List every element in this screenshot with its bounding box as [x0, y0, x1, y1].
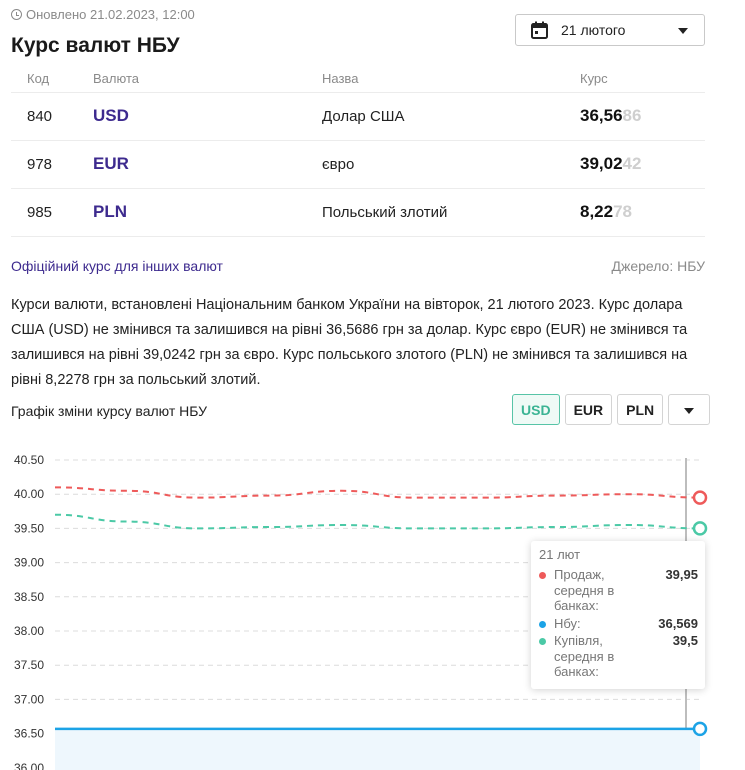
updated-timestamp: Оновлено 21.02.2023, 12:00: [11, 7, 195, 22]
rate-chart: 40.50 40.00 39.50 39.00 38.50 38.00 37.50 37.00…: [14, 453, 708, 770]
chart-tooltip: 21 лют Продаж, середня в банках: 39,95 Н…: [531, 541, 705, 689]
series-end-marker: [692, 490, 708, 505]
y-tick-label: 39.00: [14, 556, 44, 570]
y-tick-label: 37.00: [14, 692, 44, 706]
tooltip-date: 21 лют: [539, 547, 581, 562]
column-header-rate: Курс: [580, 66, 705, 93]
y-tick-label: 40.50: [14, 453, 44, 467]
source-label: Джерело: НБУ: [611, 258, 705, 274]
series-end-marker: [692, 521, 708, 536]
column-header-currency: Валюта: [93, 66, 322, 93]
table-row: 985 PLN Польський злотий 8,2278: [11, 188, 705, 237]
date-picker[interactable]: 21 лютого: [515, 14, 705, 46]
y-tick-label: 39.50: [14, 521, 44, 535]
table-header: Код Валюта Назва Курс: [11, 66, 705, 93]
rate-value: 39,0242: [580, 140, 705, 189]
y-tick-label: 36.00: [14, 761, 44, 770]
rates-description: Курси валюти, встановлені Національним б…: [11, 297, 688, 388]
currency-name: євро: [322, 140, 580, 189]
y-tick-label: 36.50: [14, 727, 44, 741]
currency-code: 978: [11, 140, 93, 189]
y-tick-label: 38.50: [14, 590, 44, 604]
legend-dot: [539, 638, 546, 645]
rate-tail: 78: [613, 202, 633, 221]
other-currencies-link[interactable]: Офіційний курс для інших валют: [11, 258, 223, 274]
tooltip-label: Купівля, середня в банках:: [554, 633, 615, 679]
page-title: Курс валют НБУ: [11, 34, 180, 57]
tooltip-value: 39,5: [672, 633, 698, 648]
series-line: [54, 513, 701, 530]
rate-main: 36,56: [580, 106, 623, 125]
series-end-marker: [692, 721, 708, 737]
currency-button-eur[interactable]: EUR: [564, 394, 613, 425]
tooltip-row: Купівля, середня в банках: 39,5: [539, 633, 698, 680]
date-label: 21 лютого: [561, 22, 626, 38]
currency-link-eur[interactable]: EUR: [93, 154, 129, 173]
series-line: [54, 486, 701, 499]
currency-button-usd[interactable]: USD: [512, 394, 560, 425]
rate-value: 8,2278: [580, 188, 705, 237]
rate-value: 36,5686: [580, 92, 705, 141]
currency-code: 985: [11, 188, 93, 237]
currency-name: Долар США: [322, 92, 580, 141]
chart-title: Графік зміни курсу валют НБУ: [11, 403, 208, 419]
y-tick-label: 37.50: [14, 658, 44, 672]
more-currencies-button[interactable]: [668, 394, 711, 425]
tooltip-label: Продаж, середня в банках:: [554, 567, 615, 613]
currency-code: 840: [11, 92, 93, 141]
y-tick-label: 38.00: [14, 624, 44, 638]
chevron-down-icon: [678, 28, 688, 34]
series-area: [55, 728, 700, 770]
rate-tail: 42: [622, 154, 642, 173]
currency-name: Польський злотий: [322, 188, 580, 237]
rate-main: 39,02: [580, 154, 623, 173]
currency-link-usd[interactable]: USD: [93, 106, 129, 125]
tooltip-label: Нбу:: [554, 615, 581, 631]
table-row: 840 USD Долар США 36,5686: [11, 92, 705, 141]
tooltip-value: 39,95: [665, 567, 698, 582]
currency-link-pln[interactable]: PLN: [93, 202, 127, 221]
currency-button-pln[interactable]: PLN: [617, 394, 664, 425]
rate-main: 8,22: [580, 202, 614, 221]
currency-switcher: USD EUR PLN: [512, 394, 711, 425]
table-row: 978 EUR євро 39,0242: [11, 140, 705, 189]
tooltip-row: Продаж, середня в банках: 39,95: [539, 567, 698, 614]
clock-icon: [11, 9, 22, 20]
column-header-name: Назва: [322, 66, 580, 93]
rate-tail: 86: [622, 106, 642, 125]
tooltip-row: Нбу: 36,569: [539, 616, 698, 632]
column-header-code: Код: [11, 66, 93, 93]
rates-table: Код Валюта Назва Курс 840 USD Долар США …: [11, 66, 705, 237]
y-tick-label: 40.00: [14, 487, 44, 501]
tooltip-value: 36,569: [658, 615, 698, 631]
updated-text: Оновлено 21.02.2023, 12:00: [26, 7, 195, 22]
legend-dot: [539, 572, 546, 579]
calendar-icon: [531, 21, 548, 39]
legend-dot: [539, 620, 546, 628]
